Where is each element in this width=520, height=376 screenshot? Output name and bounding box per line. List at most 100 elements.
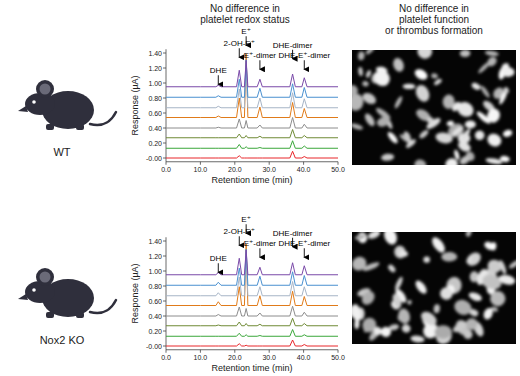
trace — [166, 61, 338, 87]
platelet-blob — [413, 67, 430, 82]
platelet-blob — [458, 154, 471, 165]
platelet-blob — [456, 140, 472, 154]
x-tick — [338, 162, 339, 165]
platelet-blob — [399, 250, 409, 257]
x-tick-label: 40.0 — [297, 354, 311, 361]
x-tick-label: 50.0 — [331, 354, 345, 361]
x-tick — [200, 162, 201, 165]
platelet-blob — [382, 232, 400, 246]
platelet-blob — [413, 158, 428, 165]
y-tick-label: 0.80 — [148, 95, 162, 102]
y-tick — [163, 346, 166, 347]
x-tick-label: 30.0 — [262, 354, 276, 361]
x-tick — [234, 162, 235, 165]
trace — [166, 244, 338, 306]
platelet-blob — [358, 67, 363, 77]
platelet-blob — [490, 242, 497, 251]
platelet-blob — [438, 285, 456, 303]
annotation-arrow — [304, 248, 305, 257]
platelet-blob — [451, 125, 464, 137]
y-tick-label: 1.20 — [148, 253, 162, 260]
annotation-arrow — [218, 263, 219, 272]
annotation-label: DHE-E⁺-dimer — [278, 51, 330, 60]
platelet-blob — [426, 116, 435, 125]
y-tick — [163, 241, 166, 242]
platelet-blob — [413, 279, 428, 296]
mouse-foot — [76, 312, 84, 318]
platelet-blob — [508, 258, 516, 269]
y-tick — [163, 53, 166, 54]
mouse-ear-inner — [40, 272, 51, 283]
thrombus-image — [346, 226, 520, 347]
column-header: No difference in — [210, 3, 280, 14]
image-blobs — [352, 50, 515, 165]
row-label: Nox2 KO — [40, 334, 85, 346]
image-background — [352, 50, 516, 165]
annotation-arrow — [259, 60, 260, 69]
platelet-blob — [386, 130, 399, 144]
platelet-blob — [410, 335, 425, 343]
platelet-blob — [485, 157, 502, 165]
x-tick — [166, 350, 167, 353]
x-tick-label: 20.0 — [228, 354, 242, 361]
trace — [166, 318, 338, 326]
platelet-blob — [394, 276, 405, 291]
y-axis-label: Response (µA) — [130, 75, 140, 135]
trace — [166, 340, 338, 346]
y-axis — [166, 237, 167, 350]
mouse-foot — [76, 124, 84, 130]
annotation-arrow — [239, 236, 240, 245]
platelet-blob — [442, 94, 455, 109]
x-tick-label: 0.0 — [161, 166, 171, 173]
trace — [166, 250, 338, 275]
y-tick — [163, 271, 166, 272]
trace — [166, 151, 338, 158]
platelet-blob — [452, 297, 474, 317]
platelet-blob — [406, 299, 412, 305]
platelet-blob — [484, 50, 499, 57]
annotation-label: E⁺ — [241, 27, 251, 36]
platelet-blob — [379, 325, 393, 338]
mouse-ear — [36, 80, 54, 98]
platelet-blob — [480, 272, 502, 291]
platelet-blob — [431, 73, 439, 79]
platelet-blob — [352, 122, 364, 131]
x-tick — [303, 162, 304, 165]
platelet-blob — [423, 256, 430, 263]
y-tick — [163, 301, 166, 302]
y-tick-label: 0.60 — [148, 298, 162, 305]
y-tick-label: 1.00 — [148, 80, 162, 87]
y-tick — [163, 83, 166, 84]
image-background — [352, 232, 516, 344]
annotation-label: 2-OH-E⁺ — [224, 227, 255, 236]
x-tick — [166, 162, 167, 165]
mouse-snout — [18, 106, 28, 112]
trace — [166, 141, 338, 149]
platelet-blob — [460, 50, 471, 57]
annotation-arrow — [218, 75, 219, 84]
x-tick-label: 0.0 — [161, 354, 171, 361]
mouse-ear-inner — [40, 84, 51, 95]
platelet-blob — [391, 293, 403, 309]
y-tick — [163, 68, 166, 69]
image-blobs — [352, 232, 516, 344]
platelet-blob — [405, 138, 418, 150]
y-tick-label: 0.40 — [148, 125, 162, 132]
platelet-blob — [503, 86, 510, 94]
annotation-label: E⁺-dimer — [244, 239, 277, 248]
y-tick — [163, 158, 166, 159]
y-tick — [163, 143, 166, 144]
platelet-blob — [485, 107, 502, 125]
x-axis — [166, 161, 338, 162]
platelet-blob — [362, 81, 369, 88]
y-tick-label: 0.80 — [148, 283, 162, 290]
column-header: No difference in — [399, 3, 469, 14]
y-tick-label: -0.00 — [146, 155, 162, 162]
y-tick-label: 1.20 — [148, 65, 162, 72]
x-tick-label: 10.0 — [194, 354, 208, 361]
x-tick-label: 30.0 — [262, 166, 276, 173]
platelet-blob — [443, 156, 460, 165]
platelet-blob — [419, 309, 440, 328]
x-tick — [200, 350, 201, 353]
platelet-blob — [488, 289, 508, 309]
